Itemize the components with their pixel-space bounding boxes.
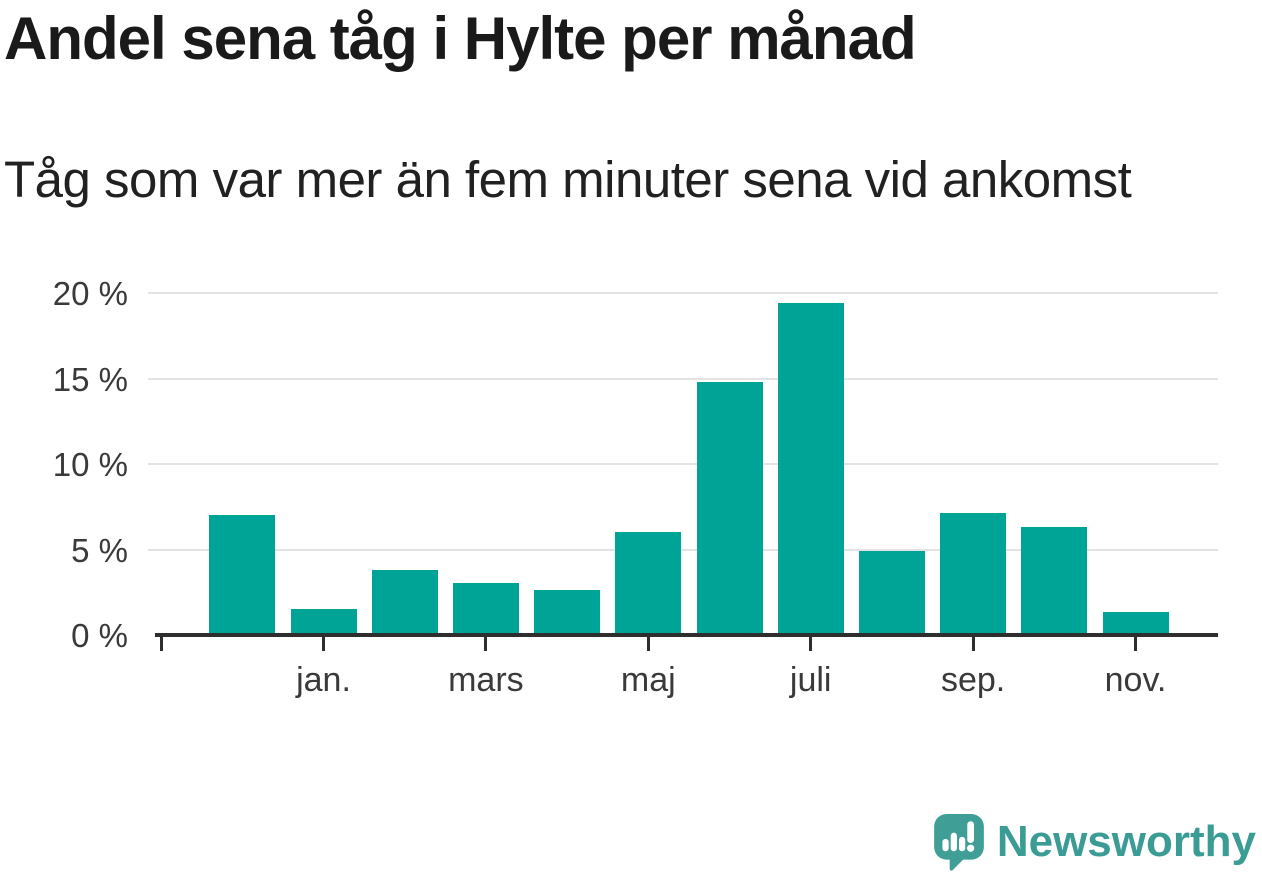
- x-axis-tick-label: sep.: [940, 661, 1006, 699]
- gridline-15-percent: [148, 377, 1218, 380]
- y-axis-tick-label: 5 %: [71, 531, 128, 569]
- bar-aug.: [858, 550, 925, 633]
- bar-apr.: [534, 590, 601, 633]
- gridline-10-percent: [148, 463, 1218, 465]
- x-axis-tick-juli: [809, 636, 813, 651]
- x-axis-tick-maj: [646, 636, 650, 651]
- y-axis-tick-label: 0 %: [71, 617, 128, 654]
- bar-okt.: [1021, 526, 1088, 633]
- x-axis-tick-nov.: [1134, 636, 1137, 651]
- gridline-20-percent: [148, 292, 1218, 294]
- bar-mars: [452, 583, 519, 633]
- chart-title: Andel sena tåg i Hylte per månad: [4, 5, 917, 72]
- bar-jan.: [290, 609, 357, 633]
- y-axis-tick-label: 10 %: [52, 446, 128, 483]
- x-axis-line: [155, 633, 1218, 637]
- bar-dec.: [209, 515, 276, 633]
- bar-juni: [696, 381, 763, 633]
- x-axis-tick-label: maj: [620, 661, 676, 699]
- x-axis-tick-mars: [484, 636, 488, 651]
- brand-name: Newsworthy: [996, 817, 1256, 866]
- x-axis-start-tick: [159, 636, 163, 651]
- y-axis-tick-label: 20 %: [52, 275, 128, 312]
- bar-sep.: [940, 513, 1007, 633]
- bar-feb.: [371, 569, 438, 633]
- x-axis-tick-label: jan.: [296, 661, 351, 699]
- x-axis-tick-label: juli: [789, 661, 832, 699]
- x-axis-tick-label: mars: [448, 661, 524, 699]
- y-axis-tick-label: 15 %: [52, 360, 128, 398]
- bar-maj: [615, 532, 682, 633]
- chart-subtitle: Tåg som var mer än fem minuter sena vid …: [4, 151, 1132, 208]
- bar-nov.: [1102, 612, 1169, 633]
- newsworthy-logo-icon: [933, 814, 984, 871]
- bar-juli: [777, 302, 844, 633]
- x-axis-tick-label: nov.: [1104, 661, 1167, 699]
- gridline-5-percent: [148, 548, 1218, 551]
- x-axis-tick-sep.: [971, 636, 975, 651]
- brand-footer: Newsworthy: [933, 812, 1256, 872]
- x-axis-tick-jan.: [322, 636, 325, 651]
